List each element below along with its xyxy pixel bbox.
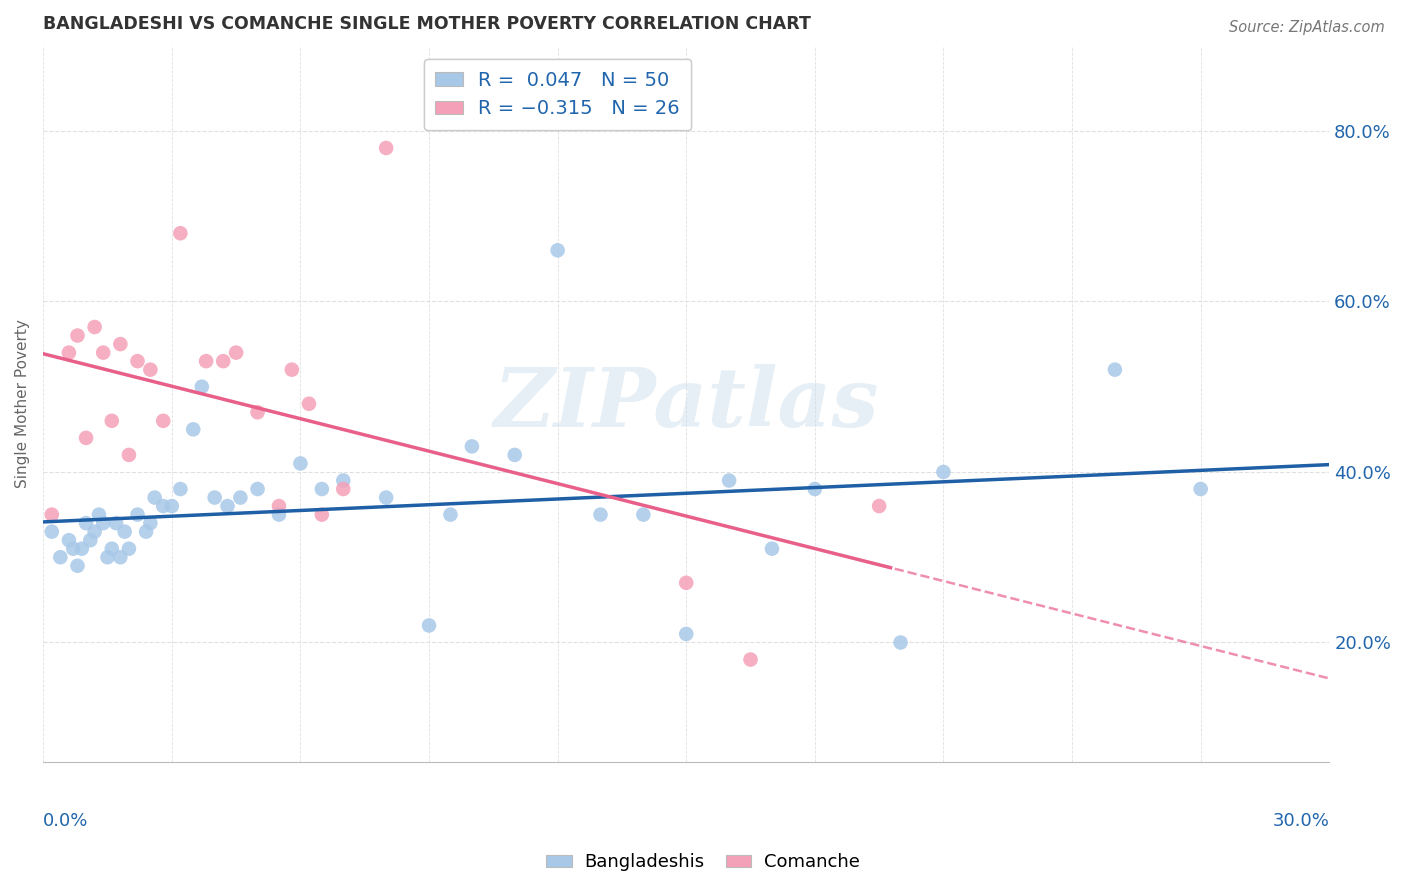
Point bbox=[96, 550, 118, 565]
Point bbox=[332, 482, 354, 496]
Point bbox=[70, 541, 93, 556]
Point bbox=[332, 474, 354, 488]
Text: 30.0%: 30.0% bbox=[1272, 812, 1329, 830]
Point bbox=[439, 508, 461, 522]
Point bbox=[191, 380, 214, 394]
Point bbox=[267, 499, 290, 513]
Point bbox=[267, 508, 290, 522]
Point bbox=[114, 524, 136, 539]
Text: BANGLADESHI VS COMANCHE SINGLE MOTHER POVERTY CORRELATION CHART: BANGLADESHI VS COMANCHE SINGLE MOTHER PO… bbox=[44, 15, 811, 33]
Point bbox=[139, 362, 162, 376]
Point bbox=[225, 345, 247, 359]
Point bbox=[160, 499, 183, 513]
Point bbox=[41, 508, 63, 522]
Point bbox=[58, 533, 80, 548]
Point bbox=[127, 508, 149, 522]
Point bbox=[718, 474, 741, 488]
Point bbox=[675, 627, 697, 641]
Point bbox=[290, 457, 312, 471]
Point bbox=[217, 499, 239, 513]
Point bbox=[49, 550, 72, 565]
Point bbox=[75, 431, 97, 445]
Point bbox=[83, 320, 105, 334]
Point bbox=[868, 499, 890, 513]
Point bbox=[101, 541, 124, 556]
Point bbox=[58, 345, 80, 359]
Point bbox=[633, 508, 655, 522]
Point bbox=[139, 516, 162, 530]
Point bbox=[418, 618, 440, 632]
Point bbox=[83, 524, 105, 539]
Point bbox=[41, 524, 63, 539]
Point bbox=[91, 345, 114, 359]
Point bbox=[118, 541, 141, 556]
Point bbox=[461, 439, 484, 453]
Point bbox=[281, 362, 304, 376]
Legend: Bangladeshis, Comanche: Bangladeshis, Comanche bbox=[538, 847, 868, 879]
Legend: R =  0.047   N = 50, R = −0.315   N = 26: R = 0.047 N = 50, R = −0.315 N = 26 bbox=[423, 59, 692, 130]
Point bbox=[152, 414, 174, 428]
Point bbox=[110, 550, 132, 565]
Text: Source: ZipAtlas.com: Source: ZipAtlas.com bbox=[1229, 20, 1385, 35]
Point bbox=[143, 491, 166, 505]
Point bbox=[87, 508, 110, 522]
Point bbox=[375, 491, 398, 505]
Point bbox=[375, 141, 398, 155]
Point bbox=[675, 575, 697, 590]
Point bbox=[204, 491, 226, 505]
Point bbox=[181, 422, 204, 436]
Point bbox=[547, 244, 569, 258]
Point bbox=[135, 524, 157, 539]
Point bbox=[1189, 482, 1212, 496]
Point bbox=[246, 482, 269, 496]
Point bbox=[101, 414, 124, 428]
Point bbox=[932, 465, 955, 479]
Point bbox=[212, 354, 235, 368]
Point bbox=[298, 397, 321, 411]
Point bbox=[66, 328, 89, 343]
Point bbox=[311, 482, 333, 496]
Y-axis label: Single Mother Poverty: Single Mother Poverty bbox=[15, 319, 30, 488]
Point bbox=[589, 508, 612, 522]
Text: 0.0%: 0.0% bbox=[44, 812, 89, 830]
Point bbox=[118, 448, 141, 462]
Point bbox=[79, 533, 101, 548]
Point bbox=[761, 541, 783, 556]
Point bbox=[890, 635, 912, 649]
Point bbox=[503, 448, 526, 462]
Text: ZIPatlas: ZIPatlas bbox=[494, 364, 879, 443]
Point bbox=[152, 499, 174, 513]
Point bbox=[110, 337, 132, 351]
Point bbox=[169, 226, 191, 240]
Point bbox=[246, 405, 269, 419]
Point bbox=[62, 541, 84, 556]
Point bbox=[311, 508, 333, 522]
Point bbox=[1104, 362, 1126, 376]
Point bbox=[195, 354, 218, 368]
Point bbox=[127, 354, 149, 368]
Point bbox=[740, 652, 762, 666]
Point bbox=[804, 482, 827, 496]
Point bbox=[169, 482, 191, 496]
Point bbox=[75, 516, 97, 530]
Point bbox=[105, 516, 128, 530]
Point bbox=[229, 491, 252, 505]
Point bbox=[66, 558, 89, 573]
Point bbox=[91, 516, 114, 530]
